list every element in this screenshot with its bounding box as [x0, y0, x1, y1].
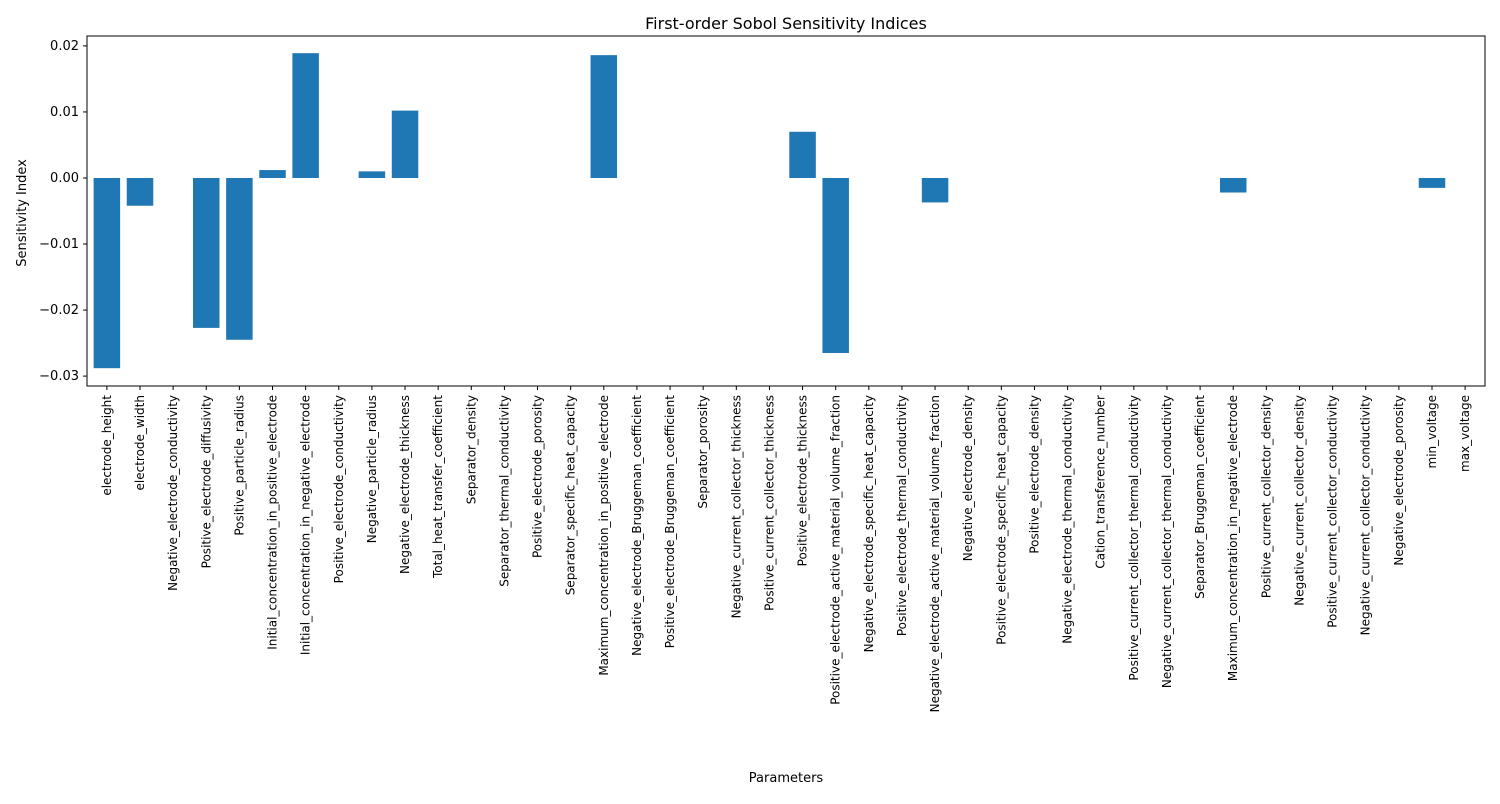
x-tick-label: max_voltage [1458, 395, 1472, 472]
y-axis-ticks: 0.02 0.01 0.00 −0.01 −0.02 −0.03 [39, 39, 87, 384]
bar [391, 110, 419, 178]
x-tick-label: Separator_density [464, 395, 478, 504]
y-tick-label: 0.01 [50, 105, 79, 120]
x-tick-label: Positive_electrode_Bruggeman_coefficient [663, 395, 677, 649]
x-tick-label: electrode_width [133, 395, 147, 491]
bar [226, 177, 253, 340]
x-tick-label: Initial_concentration_in_positive_electr… [266, 395, 280, 650]
x-tick-label: electrode_height [100, 395, 114, 496]
x-tick-label: Positive_current_collector_density [1259, 395, 1273, 598]
x-tick-label: Negative_current_collector_thickness [729, 395, 743, 618]
x-tick-label: Negative_electrode_specific_heat_capacit… [862, 395, 876, 652]
x-tick-label: Positive_electrode_active_material_volum… [829, 395, 843, 705]
x-tick-label: Positive_current_collector_thermal_condu… [1127, 395, 1141, 681]
x-tick-label: Negative_electrode_density [961, 395, 975, 561]
bar [789, 131, 816, 178]
x-tick-label: Separator_thermal_conductivity [497, 395, 511, 587]
x-tick-label: Initial_concentration_in_negative_electr… [299, 395, 313, 655]
x-tick-label: Positive_particle_radius [232, 395, 246, 536]
y-tick-label: −0.03 [39, 369, 79, 384]
x-tick-label: Negative_electrode_conductivity [166, 395, 180, 591]
x-tick-label: Negative_current_collector_conductivity [1359, 395, 1373, 635]
x-tick-label: Negative_electrode_thickness [398, 395, 412, 574]
x-axis-label: Parameters [749, 771, 824, 786]
x-tick-label: Cation_transference_number [1094, 395, 1108, 569]
x-tick-label: Positive_current_collector_conductivity [1326, 395, 1340, 628]
x-tick-label: Separator_Bruggeman_coefficient [1193, 395, 1207, 599]
y-tick-label: −0.02 [39, 303, 79, 318]
bar [292, 53, 319, 178]
plot-frame [86, 35, 1486, 387]
x-tick-label: Negative_electrode_Bruggeman_coefficient [630, 395, 644, 656]
x-tick-label: Separator_porosity [696, 395, 710, 509]
x-tick-label: Total_heat_transfer_coefficient [431, 395, 445, 579]
bars-group [93, 53, 1446, 369]
bar [1219, 177, 1247, 193]
x-tick-label: Positive_electrode_thermal_conductivity [895, 395, 909, 636]
y-tick-label: 0.00 [50, 171, 79, 186]
x-tick-label: Negative_electrode_active_material_volum… [928, 395, 942, 712]
y-axis-label: Sensitivity Index [15, 159, 30, 267]
y-tick-label: −0.01 [39, 237, 79, 252]
bar [193, 177, 220, 328]
bar [921, 177, 949, 203]
x-tick-label: Negative_electrode_thermal_conductivity [1061, 395, 1075, 644]
bar [590, 55, 618, 178]
x-tick-label: Negative_particle_radius [365, 395, 379, 543]
bar [126, 177, 154, 206]
x-tick-label: Positive_current_collector_thickness [762, 395, 776, 611]
bar [358, 171, 386, 178]
x-tick-label: Negative_electrode_porosity [1392, 395, 1406, 566]
x-tick-label: Positive_electrode_porosity [531, 395, 545, 558]
x-tick-label: Separator_specific_heat_capacity [564, 395, 578, 595]
x-tick-label: Positive_electrode_density [1027, 395, 1041, 554]
y-tick-label: 0.02 [50, 39, 79, 54]
x-tick-label: Negative_current_collector_thermal_condu… [1160, 395, 1174, 688]
x-tick-label: Positive_electrode_diffusivity [199, 395, 213, 568]
x-tick-label: Maximum_concentration_in_positive_electr… [597, 395, 611, 676]
x-tick-label: Positive_electrode_thickness [796, 395, 810, 566]
x-tick-label: Positive_electrode_conductivity [332, 395, 346, 583]
bar [259, 170, 286, 178]
x-tick-label: min_voltage [1425, 395, 1439, 468]
bar [93, 177, 121, 369]
x-axis-ticks: electrode_height electrode_width Negative_… [100, 386, 1472, 712]
x-tick-label: Maximum_concentration_in_negative_electr… [1226, 395, 1240, 681]
chart-title: First-order Sobol Sensitivity Indices [645, 14, 927, 33]
x-tick-label: Negative_current_collector_density [1292, 395, 1306, 606]
x-tick-label: Positive_electrode_specific_heat_capacit… [994, 395, 1008, 645]
bar [1418, 177, 1446, 188]
bar [822, 177, 849, 353]
